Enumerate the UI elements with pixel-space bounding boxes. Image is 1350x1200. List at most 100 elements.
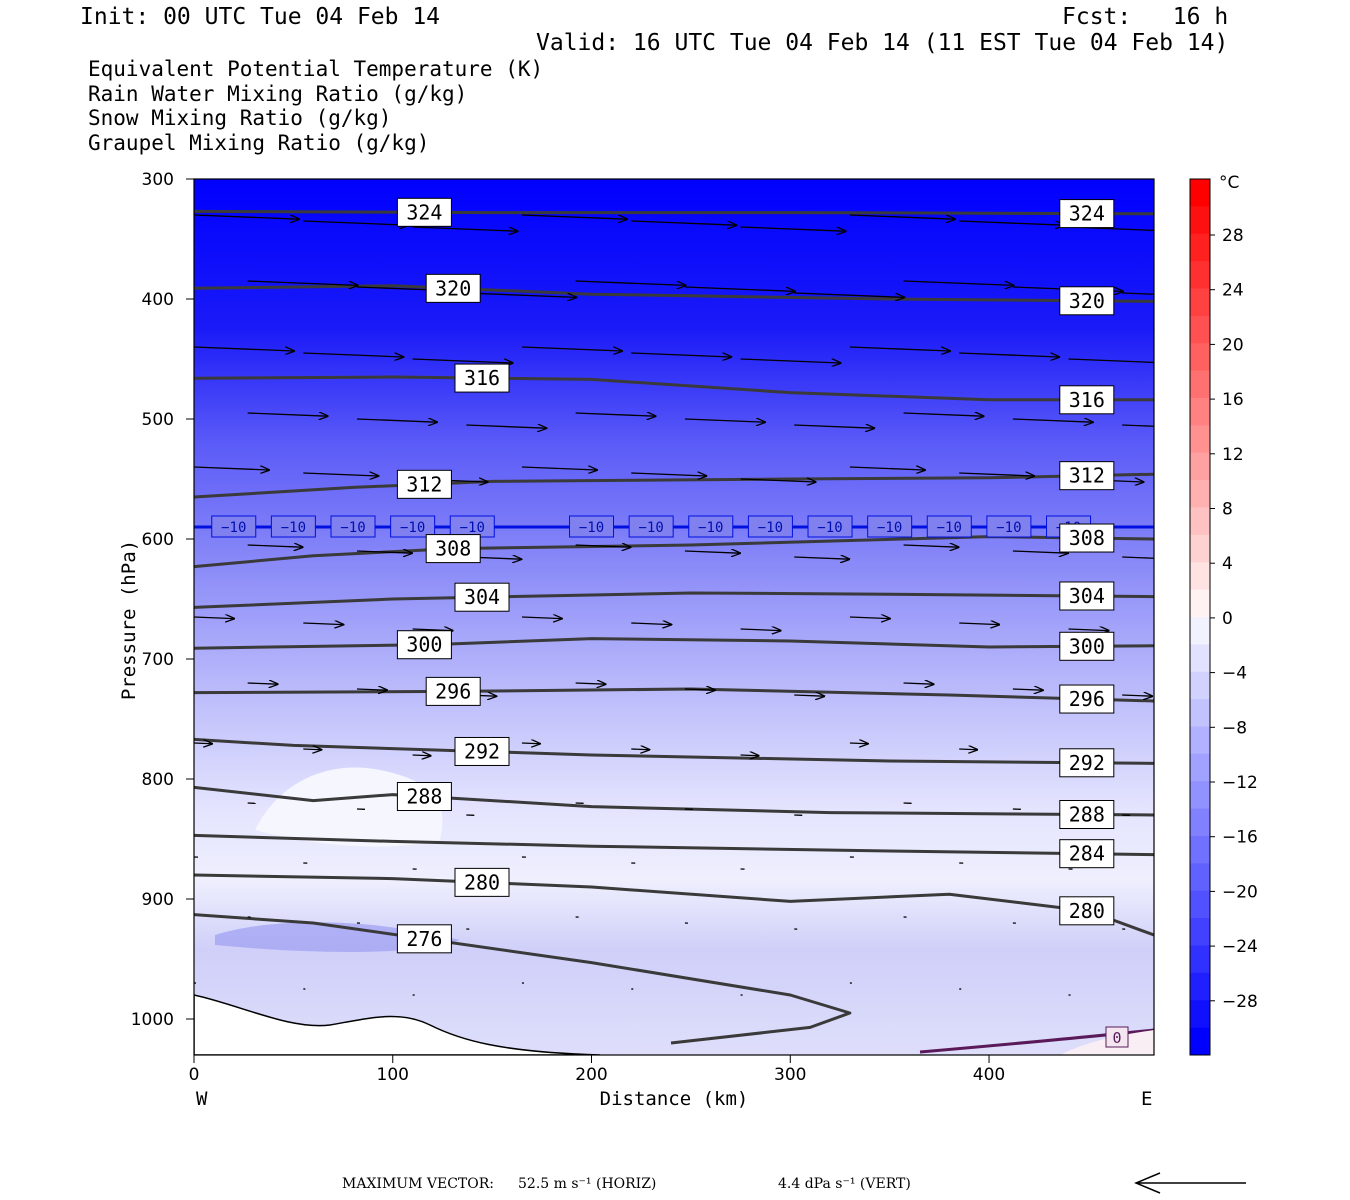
contour-label-box <box>425 676 481 706</box>
theta-e-contour-320 <box>194 284 1154 303</box>
max-vector-label: MAXIMUM VECTOR: <box>342 1176 494 1192</box>
wind-vector <box>849 743 868 744</box>
minus10-label-box <box>926 515 972 538</box>
y-tick-label: 1000 <box>131 1010 174 1030</box>
minus10-label: −10 <box>817 520 842 536</box>
x-axis: 0 100 200 300 400 <box>189 1055 1005 1085</box>
wind-vector <box>521 346 622 351</box>
wind-vector <box>1012 419 1093 422</box>
contour-label-316: 316 <box>464 366 500 390</box>
colorbar-label: −16 <box>1222 828 1258 848</box>
wind-vector <box>794 557 849 559</box>
wind-vector <box>849 617 890 619</box>
wind-vector <box>247 413 328 416</box>
theta-e-contour-304 <box>194 591 1154 609</box>
contour-label-box <box>1059 684 1115 714</box>
contour-label-312: 312 <box>1069 464 1105 488</box>
contour-label-box <box>454 363 510 393</box>
wind-vector <box>959 749 977 750</box>
x-axis-title: Distance (km) <box>600 1088 749 1110</box>
contour-label-300: 300 <box>406 633 442 657</box>
contour-label-308: 308 <box>1069 526 1105 550</box>
wind-vector <box>412 358 513 363</box>
theta-e-contour-324 <box>194 209 1154 216</box>
colorbar-label: −8 <box>1222 718 1247 738</box>
theta-e-contour-276 <box>194 913 852 1045</box>
colorbar-segment <box>1190 945 1210 974</box>
minus10-label-box <box>211 515 257 538</box>
colorbar-segment <box>1190 233 1210 262</box>
colorbar-label: 24 <box>1222 281 1244 301</box>
colorbar-label: 8 <box>1222 500 1233 520</box>
minus10-label: −10 <box>281 520 306 536</box>
wind-vector <box>684 286 795 291</box>
wind-vectors <box>194 214 1154 996</box>
contour-label-292: 292 <box>1069 751 1105 775</box>
colorbar-label: −4 <box>1222 664 1247 684</box>
minus10-label: −10 <box>758 520 783 536</box>
colorbar-segment <box>1190 480 1210 508</box>
contour-label-box <box>396 782 452 812</box>
y-tick-label: 600 <box>142 530 174 550</box>
minus10-label: −10 <box>579 520 604 536</box>
contour-label-292: 292 <box>464 739 500 763</box>
colorbar-label: 12 <box>1222 445 1244 465</box>
wind-vector <box>1012 551 1068 553</box>
y-tick-label: 700 <box>142 650 174 670</box>
colorbar-segment <box>1190 918 1210 946</box>
minus10-label-box <box>330 515 376 538</box>
wind-vector <box>1122 292 1154 295</box>
legend-snow: Snow Mixing Ratio (g/kg) <box>88 106 392 130</box>
contour-label-280: 280 <box>464 870 500 894</box>
contour-label-320: 320 <box>435 276 471 300</box>
colorbar-segment <box>1190 288 1210 317</box>
colorbar-segment <box>1190 452 1210 481</box>
contour-label-box <box>396 469 452 499</box>
contour-label-box <box>1059 199 1115 229</box>
colorbar-segment <box>1190 699 1210 727</box>
wind-vector <box>303 352 403 357</box>
contour-label-box <box>396 924 452 954</box>
wind-vector <box>959 220 1064 225</box>
theta-e-contour-288 <box>194 785 1154 817</box>
wind-vector <box>247 280 358 285</box>
legend-rain: Rain Water Mixing Ratio (g/kg) <box>88 82 468 106</box>
wind-vector <box>849 214 955 219</box>
colorbar-label: 20 <box>1222 335 1244 355</box>
wind-vector <box>631 352 731 357</box>
contour-label-box <box>1059 839 1115 869</box>
contour-label-box <box>1059 286 1115 316</box>
contour-label-300: 300 <box>1069 634 1105 658</box>
colorbar-label: −24 <box>1222 937 1258 957</box>
plot-area: −10−10−10−10−10−10−10−10−10−10−10−10−10−… <box>193 178 1155 1056</box>
colorbar-label: 0 <box>1222 609 1233 629</box>
wind-vector <box>631 220 736 225</box>
colorbar-segment <box>1190 425 1210 454</box>
minus10-label-box <box>807 515 853 538</box>
colorbar-segment <box>1190 781 1210 810</box>
contour-label-296: 296 <box>435 679 471 703</box>
colorbar-segment <box>1190 644 1210 673</box>
y-tick-label: 900 <box>142 890 174 910</box>
theta-e-contour-292 <box>194 737 1154 765</box>
minus10-label: −10 <box>698 520 723 536</box>
minus10-label: −10 <box>460 520 485 536</box>
contour-label-box <box>1059 896 1115 926</box>
minus10-label: −10 <box>937 520 962 536</box>
wind-vector <box>740 479 816 482</box>
y-tick-label: 800 <box>142 770 174 790</box>
wind-vector <box>740 226 846 231</box>
contour-label-box <box>1059 800 1115 830</box>
wind-vector <box>194 617 234 619</box>
zero-label-box <box>1105 1026 1129 1048</box>
y-tick-label: 400 <box>142 290 174 310</box>
contour-labels: 324 324 320 320 316 316 312 312 308 308 304 304 300 3… <box>396 197 1129 1048</box>
y-axis: 300 400 500 600 700 800 900 1000 <box>131 170 194 1030</box>
wind-vector <box>794 695 824 696</box>
theta-e-contour-300 <box>194 637 1154 650</box>
wind-vector <box>466 425 546 428</box>
wind-vector <box>194 743 212 744</box>
colorbar-segment <box>1190 370 1210 399</box>
contour-label-box <box>396 630 452 660</box>
colorbar-segment <box>1190 863 1210 892</box>
